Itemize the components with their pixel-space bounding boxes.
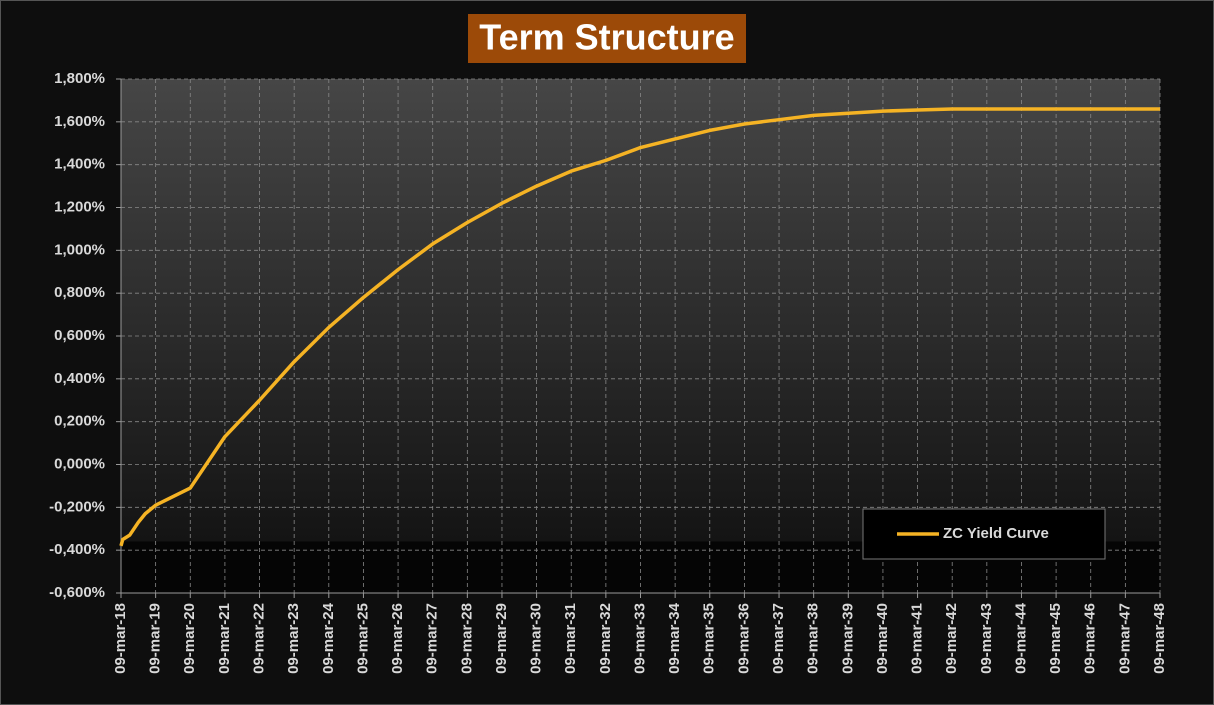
x-tick-label: 09-mar-23: [285, 603, 302, 674]
x-tick-label: 09-mar-37: [770, 603, 787, 674]
x-tick-label: 09-mar-19: [147, 603, 164, 674]
legend-label: ZC Yield Curve: [943, 525, 1049, 542]
x-tick-label: 09-mar-29: [493, 603, 510, 674]
x-tick-label: 09-mar-31: [562, 603, 579, 674]
chart-title: Term Structure: [479, 17, 734, 58]
x-tick-label: 09-mar-41: [909, 603, 926, 674]
x-tick-label: 09-mar-18: [112, 603, 129, 674]
x-tick-label: 09-mar-44: [1012, 602, 1029, 674]
y-tick-label: 0,800%: [54, 284, 105, 301]
x-tick-label: 09-mar-35: [701, 603, 718, 674]
x-tick-label: 09-mar-42: [943, 603, 960, 674]
y-tick-label: 0,000%: [54, 455, 105, 472]
y-tick-label: 1,400%: [54, 156, 105, 173]
x-tick-label: 09-mar-47: [1116, 603, 1133, 674]
y-tick-label: -0,600%: [49, 584, 105, 601]
x-tick-label: 09-mar-40: [874, 603, 891, 674]
title-box: [468, 14, 746, 63]
x-tick-label: 09-mar-28: [458, 603, 475, 674]
x-tick-label: 09-mar-45: [1047, 603, 1064, 674]
x-tick-label: 09-mar-25: [354, 603, 371, 674]
y-tick-label: 0,200%: [54, 413, 105, 430]
x-tick-label: 09-mar-26: [389, 603, 406, 674]
x-tick-label: 09-mar-27: [424, 603, 441, 674]
x-tick-label: 09-mar-46: [1082, 603, 1099, 674]
x-tick-label: 09-mar-34: [666, 602, 683, 674]
x-tick-label: 09-mar-21: [216, 603, 233, 674]
y-tick-label: 1,200%: [54, 198, 105, 215]
x-tick-label: 09-mar-39: [839, 603, 856, 674]
x-tick-label: 09-mar-43: [978, 603, 995, 674]
x-tick-label: 09-mar-30: [528, 603, 545, 674]
y-tick-label: 1,600%: [54, 113, 105, 130]
y-tick-label: -0,400%: [49, 541, 105, 558]
y-tick-label: 1,000%: [54, 241, 105, 258]
y-tick-label: 1,800%: [54, 70, 105, 87]
x-tick-label: 09-mar-24: [320, 602, 337, 674]
x-tick-label: 09-mar-36: [735, 603, 752, 674]
y-tick-label: -0,200%: [49, 498, 105, 515]
x-tick-label: 09-mar-22: [251, 603, 268, 674]
x-tick-label: 09-mar-20: [181, 603, 198, 674]
x-tick-label: 09-mar-38: [805, 603, 822, 674]
x-tick-label: 09-mar-32: [597, 603, 614, 674]
y-tick-label: 0,400%: [54, 370, 105, 387]
x-tick-label: 09-mar-33: [631, 603, 648, 674]
x-tick-label: 09-mar-48: [1151, 603, 1168, 674]
series-line: [119, 107, 1160, 547]
y-tick-label: 0,600%: [54, 327, 105, 344]
